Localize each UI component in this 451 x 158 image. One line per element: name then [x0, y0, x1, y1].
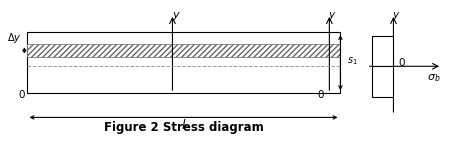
Text: $s_1$: $s_1$ — [347, 55, 358, 67]
Text: 0: 0 — [18, 91, 24, 100]
Text: $y$: $y$ — [328, 10, 337, 22]
Text: $\sigma_b$: $\sigma_b$ — [427, 73, 440, 84]
Bar — [27, 32, 341, 93]
Text: $y$: $y$ — [392, 10, 401, 22]
Text: 0: 0 — [399, 58, 405, 68]
Bar — [372, 36, 393, 66]
Bar — [372, 66, 393, 97]
Text: Figure 2 Stress diagram: Figure 2 Stress diagram — [104, 122, 263, 134]
Text: $y$: $y$ — [171, 10, 180, 22]
Text: $l$: $l$ — [181, 118, 186, 132]
Text: $-$: $-$ — [378, 42, 388, 52]
Text: $\Delta y$: $\Delta y$ — [7, 31, 22, 45]
Text: $+$: $+$ — [378, 83, 388, 94]
Text: 0: 0 — [317, 91, 324, 100]
Bar — [27, 44, 341, 57]
